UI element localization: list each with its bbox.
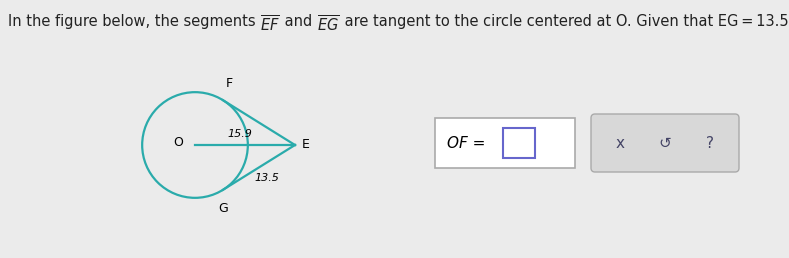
Text: E: E	[302, 139, 310, 151]
FancyBboxPatch shape	[435, 118, 575, 168]
Text: x: x	[615, 135, 625, 150]
Text: 13.5: 13.5	[255, 173, 279, 183]
Text: 15.9: 15.9	[227, 129, 252, 139]
Text: ?: ?	[706, 135, 714, 150]
FancyBboxPatch shape	[503, 128, 535, 158]
Text: $\overline{EF}$: $\overline{EF}$	[260, 14, 280, 34]
Text: O: O	[173, 136, 183, 149]
FancyBboxPatch shape	[591, 114, 739, 172]
Text: are tangent to the circle centered at O. Given that EG = 13.5 and OE = 15.9, fin: are tangent to the circle centered at O.…	[339, 14, 789, 29]
Text: OF =: OF =	[447, 135, 490, 150]
Text: F: F	[226, 77, 233, 90]
Text: In the figure below, the segments: In the figure below, the segments	[8, 14, 260, 29]
Text: $\overline{EG}$: $\overline{EG}$	[317, 14, 339, 34]
Text: and: and	[280, 14, 317, 29]
Text: ↺: ↺	[659, 135, 671, 150]
Text: G: G	[218, 202, 228, 215]
